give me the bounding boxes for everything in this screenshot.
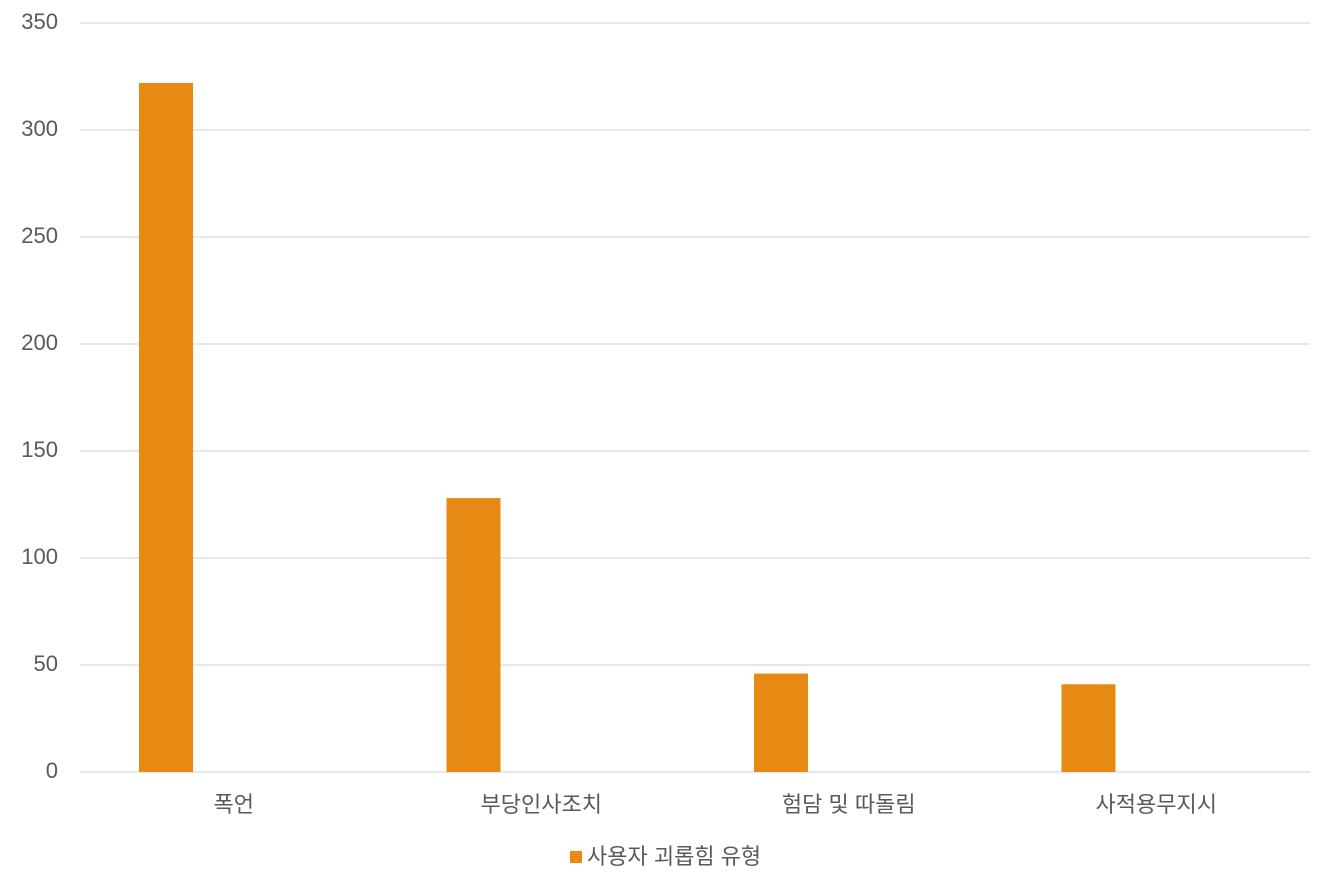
y-tick-label: 150 — [21, 437, 58, 462]
y-tick-label: 350 — [21, 9, 58, 34]
y-tick-label: 250 — [21, 223, 58, 248]
legend-label: 사용자 괴롭힘 유형 — [587, 844, 761, 869]
bar — [1061, 684, 1116, 772]
x-tick-label: 부당인사조치 — [481, 792, 602, 817]
bar — [446, 498, 501, 772]
x-tick-label: 험담 및 따돌림 — [782, 792, 916, 817]
y-tick-label: 0 — [46, 758, 58, 783]
bar — [139, 82, 193, 773]
x-tick-label: 사적용무지시 — [1096, 792, 1217, 817]
y-tick-label: 200 — [21, 330, 58, 355]
y-tick-label: 100 — [21, 544, 58, 569]
bar — [754, 673, 808, 772]
legend-swatch — [570, 851, 582, 863]
y-tick-label: 50 — [34, 651, 58, 676]
x-tick-label: 폭언 — [214, 792, 254, 817]
y-tick-label: 300 — [21, 116, 58, 141]
